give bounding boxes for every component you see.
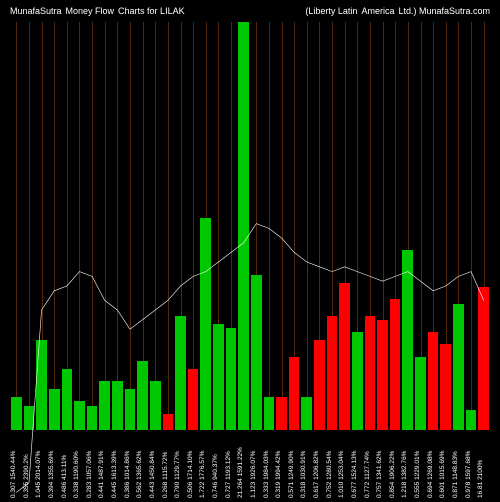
company-1: (Liberty Latin	[305, 6, 357, 16]
chart-header: MunafaSutra Money Flow Charts for LILAK …	[0, 6, 500, 16]
ticker: Charts for LILAK	[118, 6, 185, 16]
company-2: America	[361, 6, 394, 16]
line-series	[10, 22, 490, 502]
chart-area	[10, 22, 490, 430]
chart-type: Money Flow	[66, 6, 115, 16]
header-right: (Liberty Latin America Ltd.) MunafaSutra…	[305, 6, 490, 16]
header-left: MunafaSutra Money Flow Charts for LILAK	[10, 6, 185, 16]
brand: MunafaSutra	[10, 6, 62, 16]
company-3: Ltd.) MunafaSutra.com	[398, 6, 490, 16]
